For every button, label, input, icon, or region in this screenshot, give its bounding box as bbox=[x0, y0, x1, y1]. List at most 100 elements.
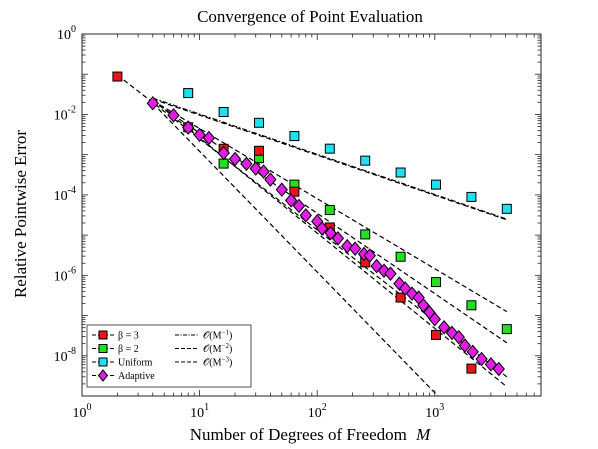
data-point bbox=[466, 363, 477, 374]
y-tick-exponent: 0 bbox=[71, 24, 76, 35]
x-axis-label-text: Number of Degrees of Freedom bbox=[190, 425, 407, 444]
y-tick-base: 10 bbox=[54, 189, 68, 204]
legend-label: Adaptive bbox=[118, 371, 155, 382]
data-point bbox=[183, 88, 194, 99]
y-axis-ticks bbox=[82, 33, 541, 397]
y-tick-exponent: -8 bbox=[68, 346, 76, 357]
data-point bbox=[146, 95, 159, 111]
legend-label-exponent: −1 bbox=[222, 329, 230, 337]
data-point bbox=[299, 208, 312, 223]
data-point bbox=[275, 182, 288, 197]
data-point bbox=[331, 231, 345, 246]
legend-marker bbox=[98, 344, 108, 353]
data-point bbox=[202, 130, 216, 146]
legend-box bbox=[86, 324, 252, 388]
data-markers bbox=[112, 71, 512, 377]
data-point bbox=[264, 172, 277, 187]
reference-line bbox=[152, 99, 508, 388]
y-tick-base: 10 bbox=[54, 350, 68, 365]
data-point bbox=[360, 229, 371, 240]
data-point bbox=[254, 117, 265, 128]
data-point bbox=[395, 292, 406, 303]
data-point bbox=[284, 193, 298, 208]
data-point bbox=[292, 198, 306, 214]
legend-label: 𝒪(M−3) bbox=[203, 356, 232, 369]
data-point bbox=[257, 164, 270, 179]
data-point bbox=[324, 225, 337, 241]
data-point bbox=[501, 324, 512, 335]
legend-label-exponent: −2 bbox=[222, 342, 230, 350]
x-tick-base: 10 bbox=[425, 406, 439, 421]
x-tick-exponent: 3 bbox=[439, 402, 444, 413]
legend-label: β = 2 bbox=[118, 344, 139, 355]
reference-line bbox=[152, 97, 508, 220]
data-point bbox=[249, 161, 262, 176]
data-point bbox=[484, 357, 498, 372]
legend-label-main: 𝒪(M bbox=[203, 344, 222, 355]
data-point bbox=[167, 108, 180, 123]
data-point bbox=[218, 107, 229, 118]
y-tick-label: 10-8 bbox=[54, 346, 76, 365]
legend: β = 3β = 2UniformAdaptive𝒪(M−1)𝒪(M−2)𝒪(M… bbox=[86, 324, 252, 388]
data-point bbox=[466, 191, 477, 202]
data-point bbox=[431, 329, 442, 340]
chart-title: Convergence of Point Evaluation bbox=[197, 7, 423, 26]
y-tick-label: 10-2 bbox=[54, 104, 76, 123]
legend-label-exponent: −3 bbox=[222, 356, 230, 364]
data-point bbox=[240, 156, 253, 172]
data-point bbox=[218, 158, 229, 169]
data-point bbox=[384, 266, 397, 281]
data-point bbox=[428, 311, 441, 327]
data-point bbox=[395, 167, 406, 178]
data-point bbox=[501, 203, 512, 214]
x-tick-exponent: 2 bbox=[322, 402, 327, 413]
data-point bbox=[475, 351, 488, 367]
data-point bbox=[228, 151, 242, 167]
data-point bbox=[452, 329, 465, 345]
legend-label-main: 𝒪(M bbox=[203, 331, 222, 342]
x-tick-label: 103 bbox=[425, 402, 444, 421]
data-point bbox=[431, 179, 442, 190]
data-point bbox=[182, 120, 195, 135]
legend-label: 𝒪(M−1) bbox=[203, 329, 232, 342]
data-point bbox=[466, 300, 477, 311]
data-point bbox=[193, 127, 206, 143]
data-point bbox=[417, 298, 430, 313]
legend-marker bbox=[98, 357, 108, 367]
data-point bbox=[112, 71, 123, 82]
legend-marker bbox=[98, 330, 108, 340]
x-tick-base: 10 bbox=[190, 406, 204, 421]
data-point bbox=[492, 361, 505, 377]
x-tick-label: 100 bbox=[73, 402, 92, 421]
y-tick-label: 10-6 bbox=[54, 265, 76, 284]
y-tick-exponent: -6 bbox=[68, 265, 76, 276]
y-tick-base: 10 bbox=[54, 108, 68, 123]
legend-marker bbox=[97, 369, 109, 382]
x-tick-exponent: 0 bbox=[87, 402, 92, 413]
x-axis-label-symbol: M bbox=[415, 425, 431, 444]
y-tick-exponent: -2 bbox=[68, 104, 76, 115]
data-point bbox=[315, 221, 329, 236]
data-point bbox=[458, 338, 471, 353]
legend-label-main: 𝒪(M bbox=[203, 358, 222, 369]
series-uniform bbox=[183, 88, 512, 214]
x-tick-label: 101 bbox=[190, 402, 209, 421]
x-tick-exponent: 1 bbox=[204, 402, 209, 413]
x-tick-base: 10 bbox=[73, 406, 87, 421]
reference-line bbox=[152, 102, 439, 396]
data-point bbox=[437, 320, 451, 335]
x-axis-ticks bbox=[81, 34, 542, 396]
data-point bbox=[466, 344, 479, 360]
data-point bbox=[324, 143, 335, 154]
legend-label: Uniform bbox=[118, 358, 153, 369]
legend-label-close: ) bbox=[229, 358, 232, 369]
y-axis-label: Relative Pointwise Error bbox=[11, 130, 30, 298]
y-tick-label: 100 bbox=[57, 24, 76, 43]
x-tick-base: 10 bbox=[308, 406, 322, 421]
y-tick-base: 10 bbox=[54, 269, 68, 284]
data-point bbox=[289, 186, 300, 197]
series--2 bbox=[218, 153, 512, 335]
data-point bbox=[360, 155, 371, 166]
